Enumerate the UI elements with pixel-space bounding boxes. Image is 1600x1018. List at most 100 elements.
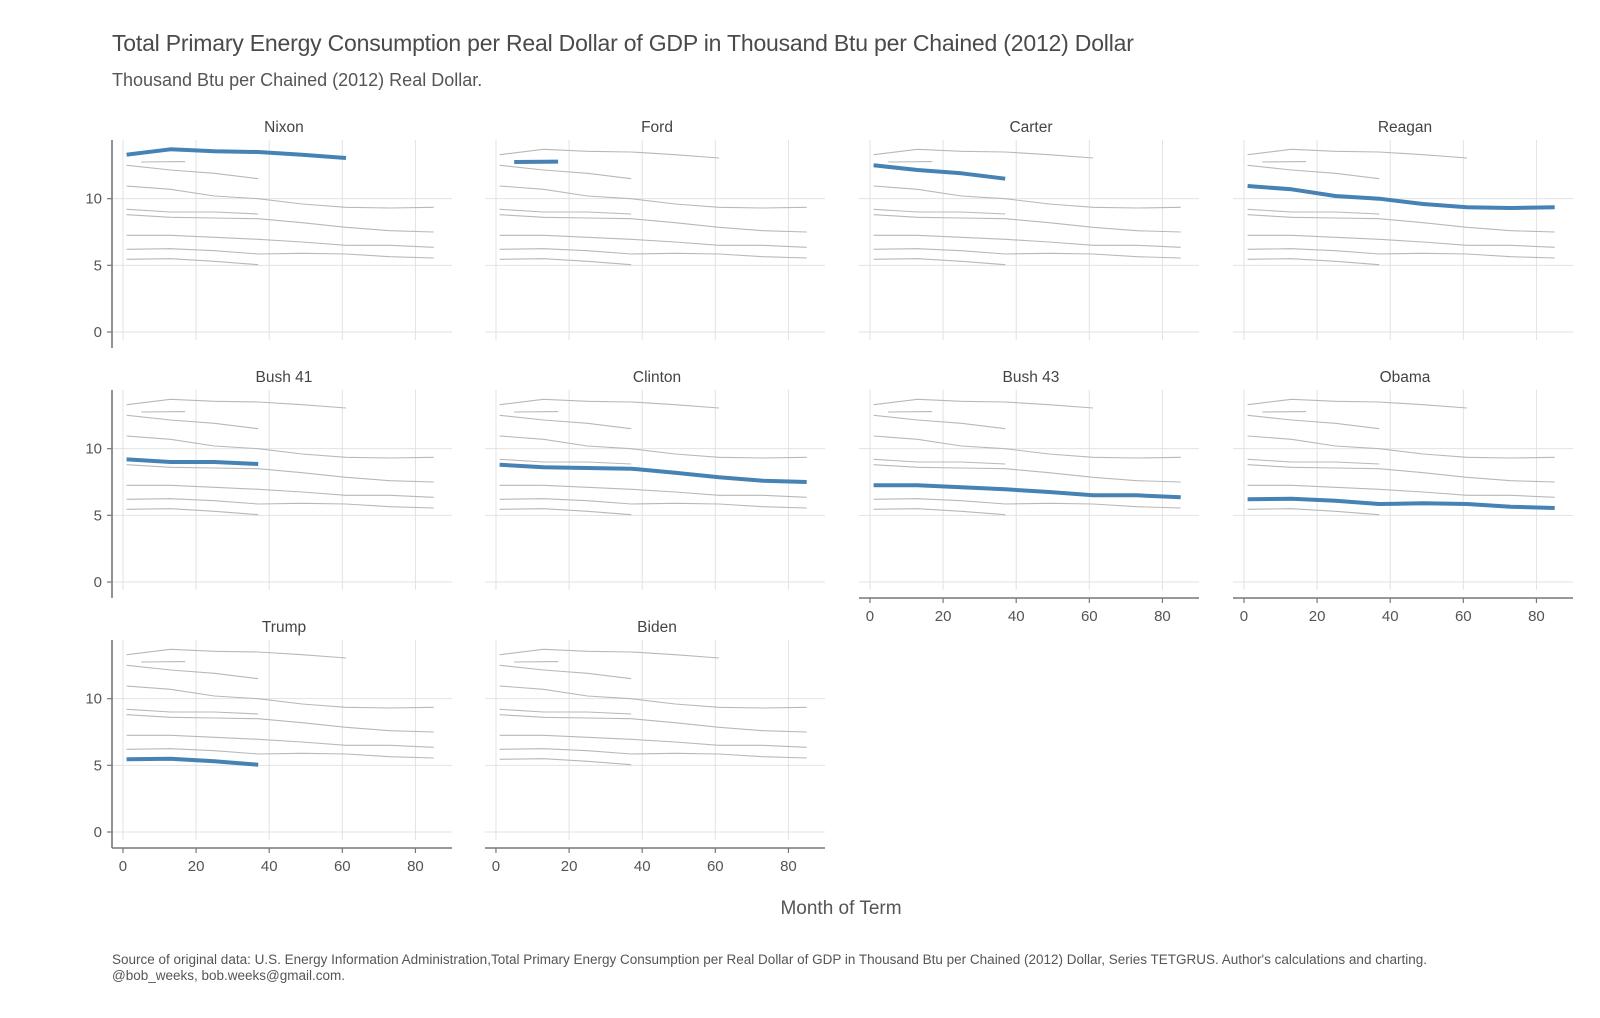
y-tick-label: 0 (94, 324, 102, 341)
background-line-carter (499, 664, 632, 680)
background-line-bush-43 (126, 734, 434, 748)
facet-label: Obama (1380, 369, 1431, 386)
background-line-obama (1247, 248, 1555, 259)
panel-obama: Obama 0 20 40 60 80 (1233, 369, 1573, 625)
background-line-clinton (1247, 214, 1555, 233)
background-line-nixon (499, 648, 720, 659)
background-line-bush-43 (1247, 484, 1555, 498)
background-line-clinton (499, 714, 807, 733)
background-line-carter (1247, 164, 1380, 180)
panel-bush-43: Bush 43 0 20 40 60 80 (859, 369, 1199, 625)
facet-label: Bush 41 (256, 369, 313, 386)
background-line-carter (126, 164, 259, 180)
background-line-bush-41 (499, 208, 632, 215)
background-line-bush-43 (499, 234, 807, 248)
x-tick-label: 0 (1240, 608, 1248, 625)
highlight-line-trump (126, 756, 259, 767)
x-tick-label: 80 (407, 858, 424, 875)
background-line-clinton (126, 714, 434, 733)
background-line-trump (499, 258, 632, 266)
facet-label: Clinton (633, 369, 681, 386)
background-line-trump (499, 758, 632, 766)
background-line-bush-43 (499, 734, 807, 748)
x-tick-label: 40 (1008, 608, 1025, 625)
background-line-reagan (499, 685, 807, 709)
x-tick-label: 0 (492, 858, 500, 875)
background-line-nixon (873, 148, 1094, 159)
x-tick-label: 20 (1309, 608, 1326, 625)
panel-trump: Trump 0 5 10 0 20 40 60 80 (85, 619, 452, 875)
background-line-bush-43 (873, 234, 1181, 248)
facet-label: Reagan (1378, 119, 1432, 136)
highlight-line-bush-41 (126, 457, 259, 466)
background-line-reagan (499, 435, 807, 459)
background-line-reagan (1247, 435, 1555, 459)
background-line-clinton (126, 214, 434, 233)
background-line-clinton (1247, 464, 1555, 483)
background-line-obama (499, 248, 807, 259)
chart-subtitle: Thousand Btu per Chained (2012) Real Dol… (112, 70, 483, 90)
background-line-obama (126, 748, 434, 759)
background-line-trump (126, 258, 259, 266)
y-tick-label: 10 (85, 441, 102, 458)
background-line-carter (873, 414, 1006, 430)
background-line-bush-41 (499, 708, 632, 715)
background-line-carter (1247, 414, 1380, 430)
panel-reagan: Reagan (1233, 119, 1573, 340)
panel-biden: Biden 0 20 40 60 80 (485, 619, 825, 875)
background-line-bush-41 (1247, 458, 1380, 465)
panel-bush-41: Bush 41 0 5 10 (85, 369, 452, 598)
highlight-line-clinton (499, 462, 807, 484)
x-tick-label: 60 (707, 858, 724, 875)
x-tick-label: 60 (334, 858, 351, 875)
source-caption: Source of original data: U.S. Energy Inf… (112, 952, 1427, 983)
background-line-reagan (126, 185, 434, 209)
x-tick-label: 20 (561, 858, 578, 875)
background-line-obama (873, 248, 1181, 259)
background-line-trump (126, 508, 259, 516)
background-line-reagan (499, 185, 807, 209)
highlight-line-obama (1247, 496, 1555, 510)
y-tick-label: 0 (94, 574, 102, 591)
chart-title: Total Primary Energy Consumption per Rea… (112, 30, 1134, 56)
panel-carter: Carter (859, 119, 1199, 340)
background-line-nixon (1247, 398, 1468, 409)
panel-ford: Ford (485, 119, 825, 340)
background-line-obama (499, 498, 807, 509)
background-line-nixon (126, 648, 347, 659)
background-line-trump (1247, 508, 1380, 516)
background-line-reagan (126, 685, 434, 709)
background-line-carter (499, 414, 632, 430)
y-tick-label: 0 (94, 824, 102, 841)
facet-label: Carter (1009, 119, 1052, 136)
x-tick-label: 40 (634, 858, 651, 875)
facet-label: Biden (637, 619, 677, 636)
background-line-carter (126, 414, 259, 430)
y-tick-label: 10 (85, 191, 102, 208)
background-line-trump (873, 258, 1006, 266)
x-tick-label: 0 (119, 858, 127, 875)
facet-label: Trump (262, 619, 306, 636)
x-tick-label: 80 (1154, 608, 1171, 625)
background-line-bush-41 (126, 208, 259, 215)
background-line-carter (126, 664, 259, 680)
facet-label: Bush 43 (1003, 369, 1060, 386)
background-line-carter (499, 164, 632, 180)
background-line-bush-41 (126, 708, 259, 715)
x-tick-label: 60 (1455, 608, 1472, 625)
x-axis-title: Month of Term (780, 898, 901, 919)
highlight-line-bush-43 (873, 483, 1181, 500)
y-tick-label: 5 (94, 507, 102, 524)
x-tick-label: 20 (935, 608, 952, 625)
background-line-clinton (126, 464, 434, 483)
background-line-bush-43 (126, 234, 434, 248)
background-line-reagan (873, 435, 1181, 459)
x-tick-label: 60 (1081, 608, 1098, 625)
background-line-nixon (1247, 148, 1468, 159)
background-line-clinton (873, 214, 1181, 233)
background-line-nixon (499, 148, 720, 159)
background-line-bush-41 (873, 458, 1006, 465)
background-line-clinton (499, 214, 807, 233)
x-tick-label: 40 (261, 858, 278, 875)
